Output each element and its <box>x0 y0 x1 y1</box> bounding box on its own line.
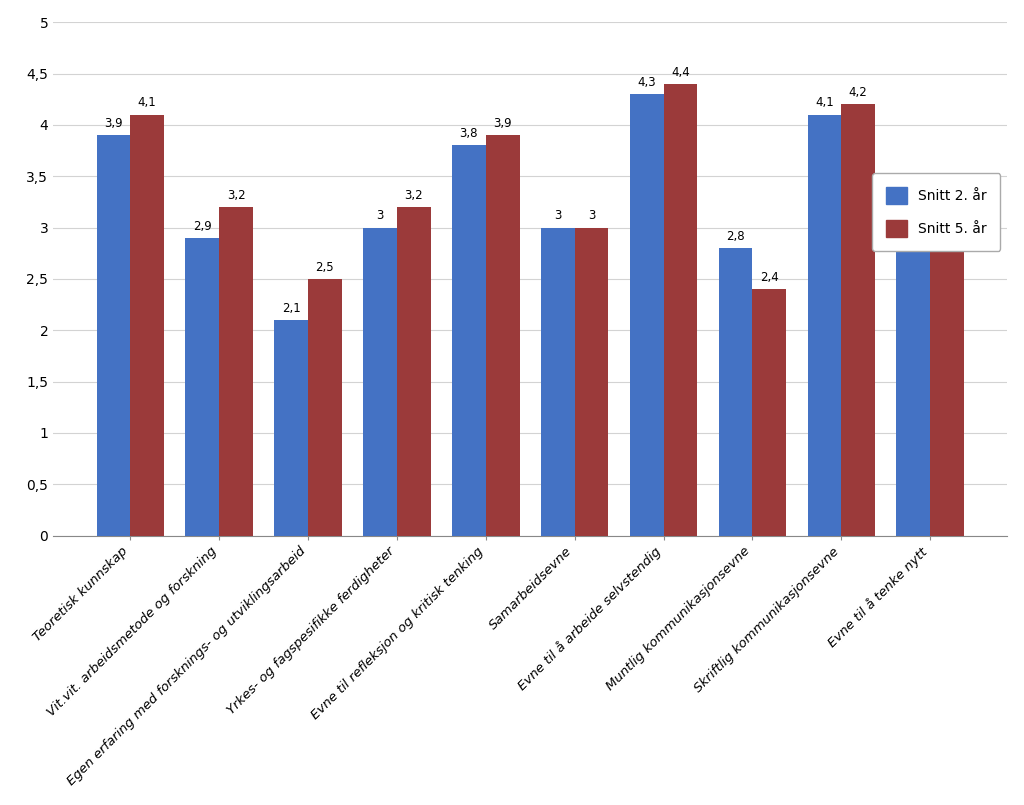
Text: 3,3: 3,3 <box>904 179 923 192</box>
Bar <box>96 135 130 535</box>
Text: 3,9: 3,9 <box>494 117 512 130</box>
Text: 2,9: 2,9 <box>193 220 212 233</box>
Bar <box>719 248 753 535</box>
Bar <box>664 84 697 535</box>
Bar <box>397 207 431 535</box>
Bar <box>842 105 876 535</box>
Bar <box>130 114 164 535</box>
Text: 4,1: 4,1 <box>138 97 157 109</box>
Bar <box>485 135 519 535</box>
Bar <box>753 289 786 535</box>
Bar <box>308 279 342 535</box>
Text: 2,1: 2,1 <box>282 302 300 315</box>
Text: 3: 3 <box>554 209 561 222</box>
Text: 3: 3 <box>377 209 384 222</box>
Bar <box>274 320 308 535</box>
Text: 2,4: 2,4 <box>760 271 778 284</box>
Text: 2,5: 2,5 <box>315 261 334 274</box>
Legend: Snitt 2. år, Snitt 5. år: Snitt 2. år, Snitt 5. år <box>872 173 1000 251</box>
Text: 4,1: 4,1 <box>815 97 834 109</box>
Bar <box>630 94 664 535</box>
Bar <box>219 207 253 535</box>
Bar <box>930 217 964 535</box>
Text: 4,2: 4,2 <box>849 86 867 99</box>
Text: 4,4: 4,4 <box>671 66 690 79</box>
Bar <box>808 114 842 535</box>
Bar <box>541 228 574 535</box>
Bar <box>185 237 219 535</box>
Text: 3,8: 3,8 <box>460 127 478 140</box>
Bar <box>364 228 397 535</box>
Text: 3,9: 3,9 <box>104 117 123 130</box>
Text: 3,1: 3,1 <box>938 199 956 213</box>
Text: 3: 3 <box>588 209 595 222</box>
Text: 4,3: 4,3 <box>637 76 656 89</box>
Bar <box>574 228 608 535</box>
Bar <box>452 146 485 535</box>
Text: 2,8: 2,8 <box>726 230 744 243</box>
Text: 3,2: 3,2 <box>404 189 423 202</box>
Text: 3,2: 3,2 <box>226 189 246 202</box>
Bar <box>896 196 930 535</box>
